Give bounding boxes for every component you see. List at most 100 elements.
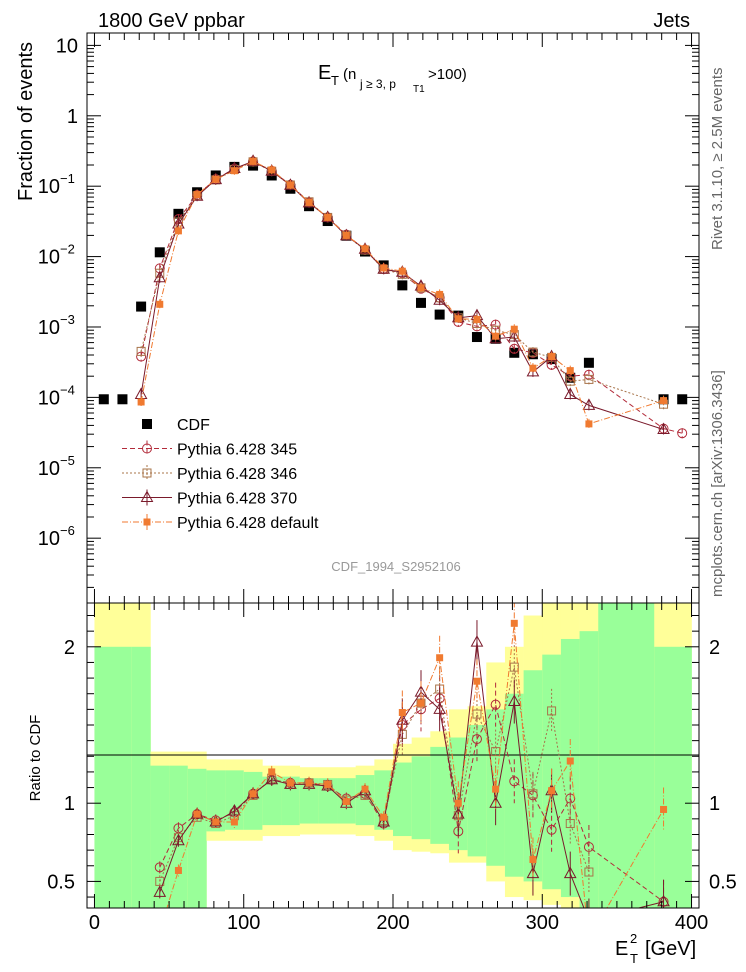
- main-point-pythia-6-428-default: [305, 198, 313, 206]
- main-ytick-exponent: −1: [60, 171, 75, 186]
- ratio-ytick-label-right: 0.5: [709, 871, 737, 893]
- main-point-pythia-6-428-default: [548, 353, 556, 361]
- main-ytick-label: 10: [38, 528, 60, 550]
- main-point-pythia-6-428-default: [473, 315, 481, 323]
- main-point-pythia-6-428-default: [529, 364, 537, 372]
- main-point-cdf: [415, 297, 426, 308]
- band-inner: [131, 646, 151, 908]
- main-point-pythia-6-428-default: [361, 245, 369, 253]
- main-ytick-exponent: −4: [60, 382, 75, 397]
- legend-label: Pythia 6.428 370: [177, 491, 297, 508]
- ratio-point-pythia-6-428-default: [398, 708, 406, 716]
- band-inner: [262, 776, 282, 826]
- main-point-cdf: [527, 349, 538, 360]
- header-left: 1800 GeV ppbar: [98, 10, 245, 32]
- main-point-pythia-6-428-370: [582, 398, 596, 410]
- ratio-point-pythia-6-428-345: [546, 824, 557, 835]
- main-series-layer: [98, 154, 688, 439]
- band-inner: [299, 778, 319, 824]
- plot-title-sub: T: [331, 73, 339, 88]
- main-ytick-label: 10: [56, 35, 78, 57]
- ratio-ylabel: Ratio to CDF: [27, 715, 44, 802]
- main-point-cdf: [136, 301, 147, 312]
- legend-entry-pythia-6-428-346: Pythia 6.428 346: [122, 465, 297, 483]
- ratio-line-pythia-6-428-346: [159, 667, 590, 882]
- main-point-pythia-6-428-346: [584, 374, 594, 384]
- band-inner: [430, 746, 450, 844]
- ratio-point-pythia-6-428-default: [510, 619, 518, 627]
- main-point-pythia-6-428-default: [510, 325, 518, 333]
- main-ytick-label: 10: [38, 387, 60, 409]
- main-ytick-label: 1: [67, 106, 78, 128]
- plot-title-cut: j ≥ 3, p: [359, 77, 396, 91]
- ratio-ytick-label: 2: [64, 637, 75, 659]
- legend: CDF Pythia 6.428 345 Pythia 6.428 346 Pythi…: [122, 417, 319, 532]
- ratio-point-pythia-6-428-default: [417, 699, 425, 707]
- ratio-point-pythia-6-428-default: [174, 866, 182, 874]
- mcplots-label: mcplots.cern.ch [arXiv:1306.3436]: [709, 370, 726, 597]
- ratio-point-pythia-6-428-370: [489, 796, 502, 808]
- ratio-point-pythia-6-428-default: [193, 810, 201, 818]
- main-line-pythia-6-428-345: [140, 160, 683, 434]
- main-point-pythia-6-428-default: [249, 157, 257, 165]
- legend-marker: [143, 518, 151, 526]
- band-inner: [560, 638, 580, 898]
- ratio-point-pythia-6-428-345: [509, 776, 520, 787]
- ratio-point-pythia-6-428-370: [433, 702, 446, 714]
- ratio-point-pythia-6-428-370: [153, 885, 167, 897]
- main-point-pythia-6-428-default: [660, 397, 668, 405]
- main-point-pythia-6-428-345: [490, 319, 501, 330]
- main-ytick-exponent: −2: [60, 242, 75, 257]
- ratio-xtick-label: 0: [89, 912, 100, 934]
- band-inner: [187, 768, 207, 908]
- main-series-pythia-6-428-345: [136, 156, 688, 439]
- ratio-point-pythia-6-428-346: [472, 709, 482, 719]
- band-inner: [393, 762, 412, 837]
- main-series-cdf: [98, 160, 688, 405]
- ratio-point-pythia-6-428-default: [660, 805, 668, 813]
- main-point-pythia-6-428-default: [230, 167, 238, 175]
- main-point-pythia-6-428-345: [677, 428, 688, 439]
- ratio-point-pythia-6-428-default: [361, 785, 369, 793]
- band-inner: [467, 725, 487, 857]
- ratio-point-pythia-6-428-default: [305, 779, 313, 787]
- xlabel-sub: T: [630, 951, 638, 966]
- band-inner: [579, 631, 599, 908]
- ratio-point-pythia-6-428-default: [212, 818, 220, 826]
- ratio-point-pythia-6-428-370: [657, 894, 670, 907]
- main-point-pythia-6-428-default: [212, 175, 220, 183]
- ratio-point-pythia-6-428-370: [228, 803, 241, 816]
- main-point-pythia-6-428-default: [286, 181, 294, 189]
- main-ytick-exponent: −6: [60, 523, 75, 538]
- main-point-pythia-6-428-345: [509, 343, 520, 354]
- main-point-pythia-6-428-370: [657, 422, 670, 434]
- main-point-pythia-6-428-default: [156, 300, 164, 308]
- main-ytick-label: 10: [38, 247, 60, 269]
- ratio-point-pythia-6-428-370: [172, 833, 185, 846]
- ratio-point-pythia-6-428-370: [265, 772, 279, 785]
- watermark: CDF_1994_S2952106: [331, 559, 460, 574]
- ratio-point-pythia-6-428-default: [324, 780, 332, 788]
- ratio-ytick-label-right: 2: [709, 637, 720, 659]
- legend-entry-pythia-6-428-345: Pythia 6.428 345: [122, 440, 297, 459]
- legend-label: CDF: [177, 417, 210, 434]
- ratio-xlabel: E 2 T [GeV]: [615, 931, 696, 966]
- legend-marker: [142, 419, 152, 429]
- main-point-pythia-6-428-370: [563, 387, 577, 399]
- ratio-point-pythia-6-428-default: [249, 790, 257, 798]
- ratio-point-pythia-6-428-default: [566, 757, 574, 765]
- main-point-pythia-6-428-default: [324, 213, 332, 221]
- main-point-pythia-6-428-default: [436, 290, 444, 298]
- legend-marker: [142, 443, 152, 454]
- main-ytick-exponent: −5: [60, 453, 75, 468]
- legend-entry-pythia-6-428-default: Pythia 6.428 default: [122, 514, 319, 532]
- ratio-xtick-label: 200: [376, 912, 409, 934]
- ratio-ytick-label: 0.5: [47, 871, 75, 893]
- band-inner: [411, 756, 431, 840]
- main-series-pythia-6-428-default: [137, 156, 668, 429]
- rivet-label: Rivet 3.1.10, ≥ 2.5M events: [709, 68, 726, 251]
- legend-entry-cdf: CDF: [142, 417, 210, 434]
